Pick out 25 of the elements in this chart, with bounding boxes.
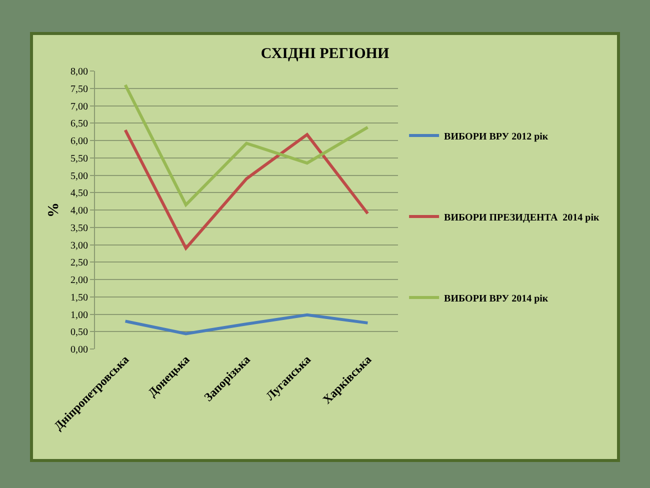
legend-label: ВИБОРИ ВРУ 2012 рік (444, 131, 548, 142)
y-tick-label: 5,50 (70, 153, 88, 164)
line-series (124, 313, 370, 336)
y-tick-label: 5,00 (70, 170, 88, 182)
y-tick-label: 3,00 (70, 240, 88, 252)
line-series (124, 83, 370, 206)
y-tick-label: 6,50 (70, 118, 88, 130)
line-series (124, 128, 370, 250)
y-tick-label: 8,00 (70, 66, 88, 78)
y-tick-label: 6,00 (70, 136, 88, 147)
y-tick-label: 0,50 (70, 327, 88, 338)
y-tick-label: 7,00 (70, 101, 88, 112)
y-tick-label: 2,00 (70, 275, 88, 286)
legend-label: ВИБОРИ ВРУ 2014 рік (444, 293, 548, 304)
y-tick-label: 4,00 (70, 206, 88, 216)
y-tick-label: 4,50 (70, 188, 88, 200)
y-tick-label: 3,50 (70, 222, 88, 234)
legend-label: ВИБОРИ ПРЕЗИДЕНТА 2014 рік (444, 212, 600, 224)
y-axis-title: % (46, 202, 62, 218)
y-tick-label: 1,00 (70, 310, 88, 321)
y-tick-label: 0,00 (70, 344, 88, 356)
chart-title: СХІДНІ РЕГІОНИ (260, 46, 390, 62)
y-tick-label: 1,50 (70, 292, 88, 304)
y-tick-label: 2,50 (70, 258, 88, 269)
y-tick-label: 7,50 (70, 84, 88, 95)
